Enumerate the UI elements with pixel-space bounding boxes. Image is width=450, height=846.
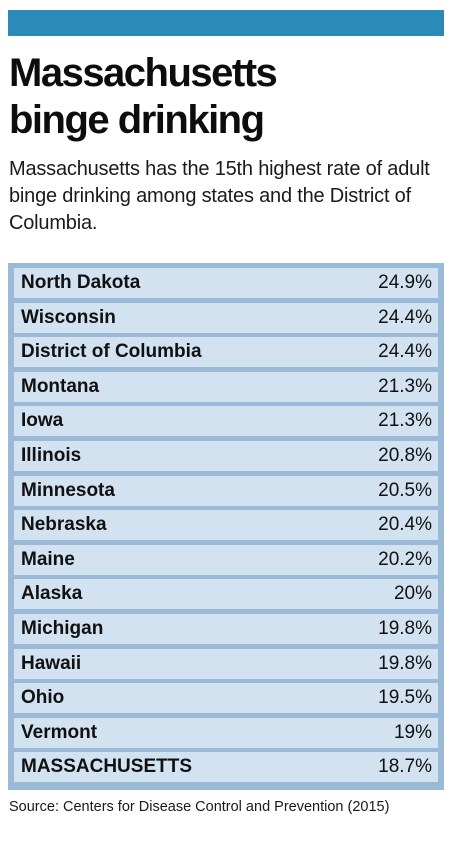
table-row: Illinois 20.8%	[14, 441, 438, 471]
binge-rate-value: 20.5%	[378, 479, 432, 501]
table-row: Alaska 20%	[14, 579, 438, 610]
table-row: North Dakota 24.9%	[14, 268, 438, 298]
table-row: Maine 20.2%	[14, 544, 438, 575]
state-name: Vermont	[21, 721, 98, 743]
binge-rate-value: 19.5%	[378, 687, 432, 709]
chart-title: Massachusetts binge drinking	[9, 51, 278, 142]
binge-rate-value: 20%	[393, 583, 432, 605]
binge-rate-value: 18.7%	[378, 756, 432, 778]
state-name: Iowa	[21, 410, 64, 432]
state-name: North Dakota	[21, 272, 141, 293]
binge-rate-value: 21.3%	[378, 375, 432, 397]
table-row: Michigan 19.8%	[14, 614, 438, 644]
binge-rate-value: 20.8%	[378, 445, 432, 466]
state-name: Alaska	[21, 583, 83, 605]
state-name: Ohio	[21, 687, 65, 709]
state-name: Hawaii	[21, 652, 82, 674]
state-name: Illinois	[21, 445, 82, 466]
binge-rate-value: 21.3%	[378, 410, 432, 432]
table-row: Nebraska 20.4%	[14, 510, 438, 541]
accent-bar	[8, 10, 444, 36]
table-row: Hawaii 19.8%	[14, 648, 438, 679]
binge-rate-value: 19.8%	[378, 652, 432, 674]
binge-rate-value: 19.8%	[378, 618, 432, 639]
state-name: Nebraska	[21, 514, 107, 536]
data-table: North Dakota 24.9% Wisconsin 24.4% District …	[8, 263, 444, 790]
table-row: Minnesota 20.5%	[14, 475, 438, 506]
table-row: Wisconsin 24.4%	[14, 302, 438, 333]
state-name: Maine	[21, 548, 75, 570]
binge-rate-value: 20.2%	[378, 548, 432, 570]
state-name: Minnesota	[21, 479, 115, 501]
state-name: Montana	[21, 375, 100, 397]
table-row: Vermont 19%	[14, 717, 438, 748]
binge-rate-value: 19%	[393, 721, 432, 743]
binge-rate-value: 24.9%	[378, 272, 432, 293]
table-row: Iowa 21.3%	[14, 406, 438, 437]
binge-rate-value: 24.4%	[378, 341, 432, 363]
binge-rate-value: 24.4%	[378, 306, 432, 328]
table-row: MASSACHUSETTS 18.7%	[14, 752, 438, 783]
state-name: MASSACHUSETTS	[21, 756, 193, 778]
binge-rate-value: 20.4%	[378, 514, 432, 536]
table-row: Ohio 19.5%	[14, 683, 438, 714]
state-name: Michigan	[21, 618, 104, 639]
chart-subtitle: Massachusetts has the 15th highest rate …	[9, 158, 430, 234]
source-note: Source: Centers for Disease Control and …	[9, 799, 390, 815]
state-name: Wisconsin	[21, 306, 116, 328]
table-row: Montana 21.3%	[14, 371, 438, 402]
state-name: District of Columbia	[21, 341, 202, 363]
table-row: District of Columbia 24.4%	[14, 337, 438, 368]
